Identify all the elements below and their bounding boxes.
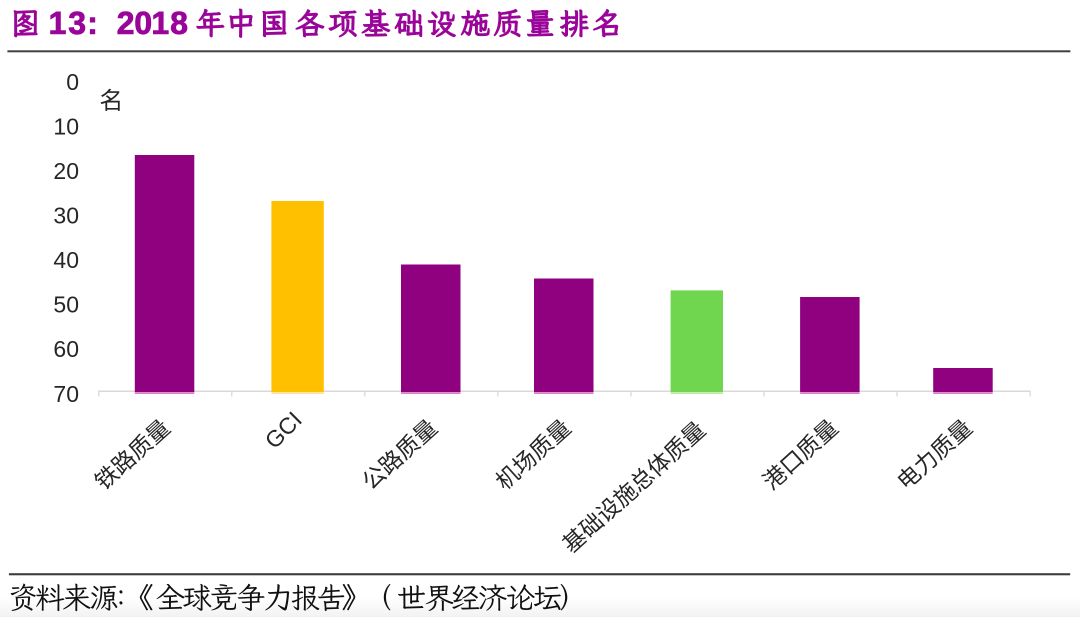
- svg-text:10: 10: [53, 113, 79, 139]
- svg-text:30: 30: [53, 203, 79, 229]
- svg-text:0: 0: [66, 69, 79, 95]
- svg-text:70: 70: [53, 381, 79, 407]
- svg-text:50: 50: [53, 292, 79, 318]
- svg-text:20: 20: [53, 158, 79, 184]
- svg-text:40: 40: [53, 247, 79, 273]
- svg-text:GCI: GCI: [260, 406, 307, 453]
- svg-text:60: 60: [53, 336, 79, 362]
